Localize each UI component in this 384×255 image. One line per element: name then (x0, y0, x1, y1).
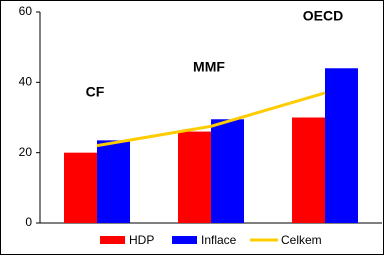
legend-label: Celkem (281, 233, 322, 247)
legend-swatch (172, 236, 197, 244)
annotation: CF (86, 84, 105, 100)
y-tick-label: 40 (19, 75, 33, 89)
bar (292, 117, 325, 223)
legend-label: HDP (129, 233, 154, 247)
legend-swatch (100, 236, 125, 244)
legend-label: Inflace (201, 233, 237, 247)
y-tick-label: 20 (19, 145, 33, 159)
y-tick-label: 60 (19, 4, 33, 18)
bar (178, 131, 211, 223)
annotation: MMF (193, 59, 225, 75)
y-tick-label: 0 (25, 215, 32, 229)
annotation: OECD (303, 8, 343, 24)
bar (325, 68, 358, 224)
bar (211, 119, 244, 223)
line (96, 91, 326, 148)
bar (64, 152, 97, 223)
bar (97, 140, 130, 223)
